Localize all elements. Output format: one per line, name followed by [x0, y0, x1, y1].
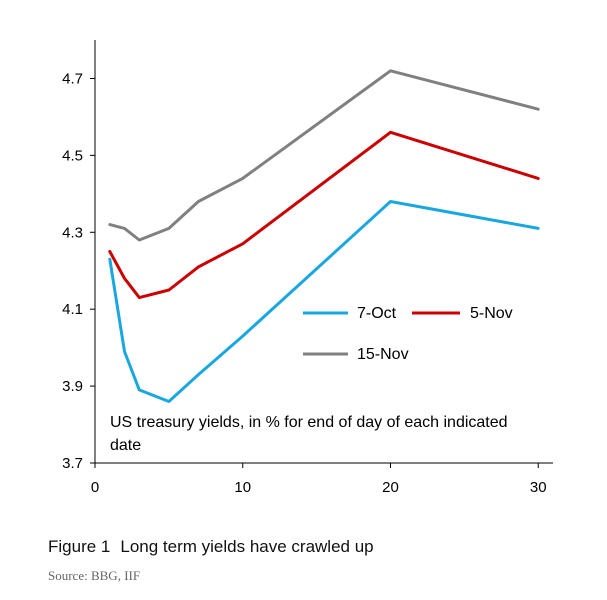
legend-label-15-nov: 15-Nov: [357, 346, 409, 363]
x-tick-label: 30: [530, 479, 547, 496]
line-chart: 3.7 3.9 4.1 4.3 4.5 4.7 0 10 20 30 7-Oct 5-Nov 15-N…: [62, 40, 553, 496]
y-tick-label: 4.7: [62, 70, 83, 87]
series-line-5-nov: [108, 130, 540, 300]
axes: 3.7 3.9 4.1 4.3 4.5 4.7 0 10 20 30: [62, 40, 553, 496]
y-tick-label: 3.7: [62, 455, 83, 472]
series-layer: [108, 69, 540, 403]
y-tick-label: 4.5: [62, 147, 83, 164]
x-tick-label: 20: [382, 479, 399, 496]
y-tick-label: 3.9: [62, 378, 83, 395]
series-line-7-oct: [108, 200, 540, 403]
figure-caption: Figure 1 Long term yields have crawled up: [48, 537, 374, 557]
x-tick-label: 0: [91, 479, 99, 496]
chart-annotation-line-1: US treasury yields, in % for end of day …: [110, 414, 508, 431]
legend-label-7-oct: 7-Oct: [357, 305, 397, 322]
y-tick-label: 4.1: [62, 301, 83, 318]
legend: 7-Oct 5-Nov 15-Nov: [303, 305, 513, 363]
figure-number: Figure 1: [48, 537, 111, 556]
y-tick-label: 4.3: [62, 224, 83, 241]
legend-label-5-nov: 5-Nov: [470, 305, 513, 322]
x-tick-label: 10: [234, 479, 251, 496]
source-note: Source: BBG, IIF: [48, 568, 141, 583]
chart-annotation-line-2: date: [110, 437, 141, 454]
series-line-15-nov: [108, 69, 540, 242]
figure-caption-text: Long term yields have crawled up: [120, 537, 374, 556]
